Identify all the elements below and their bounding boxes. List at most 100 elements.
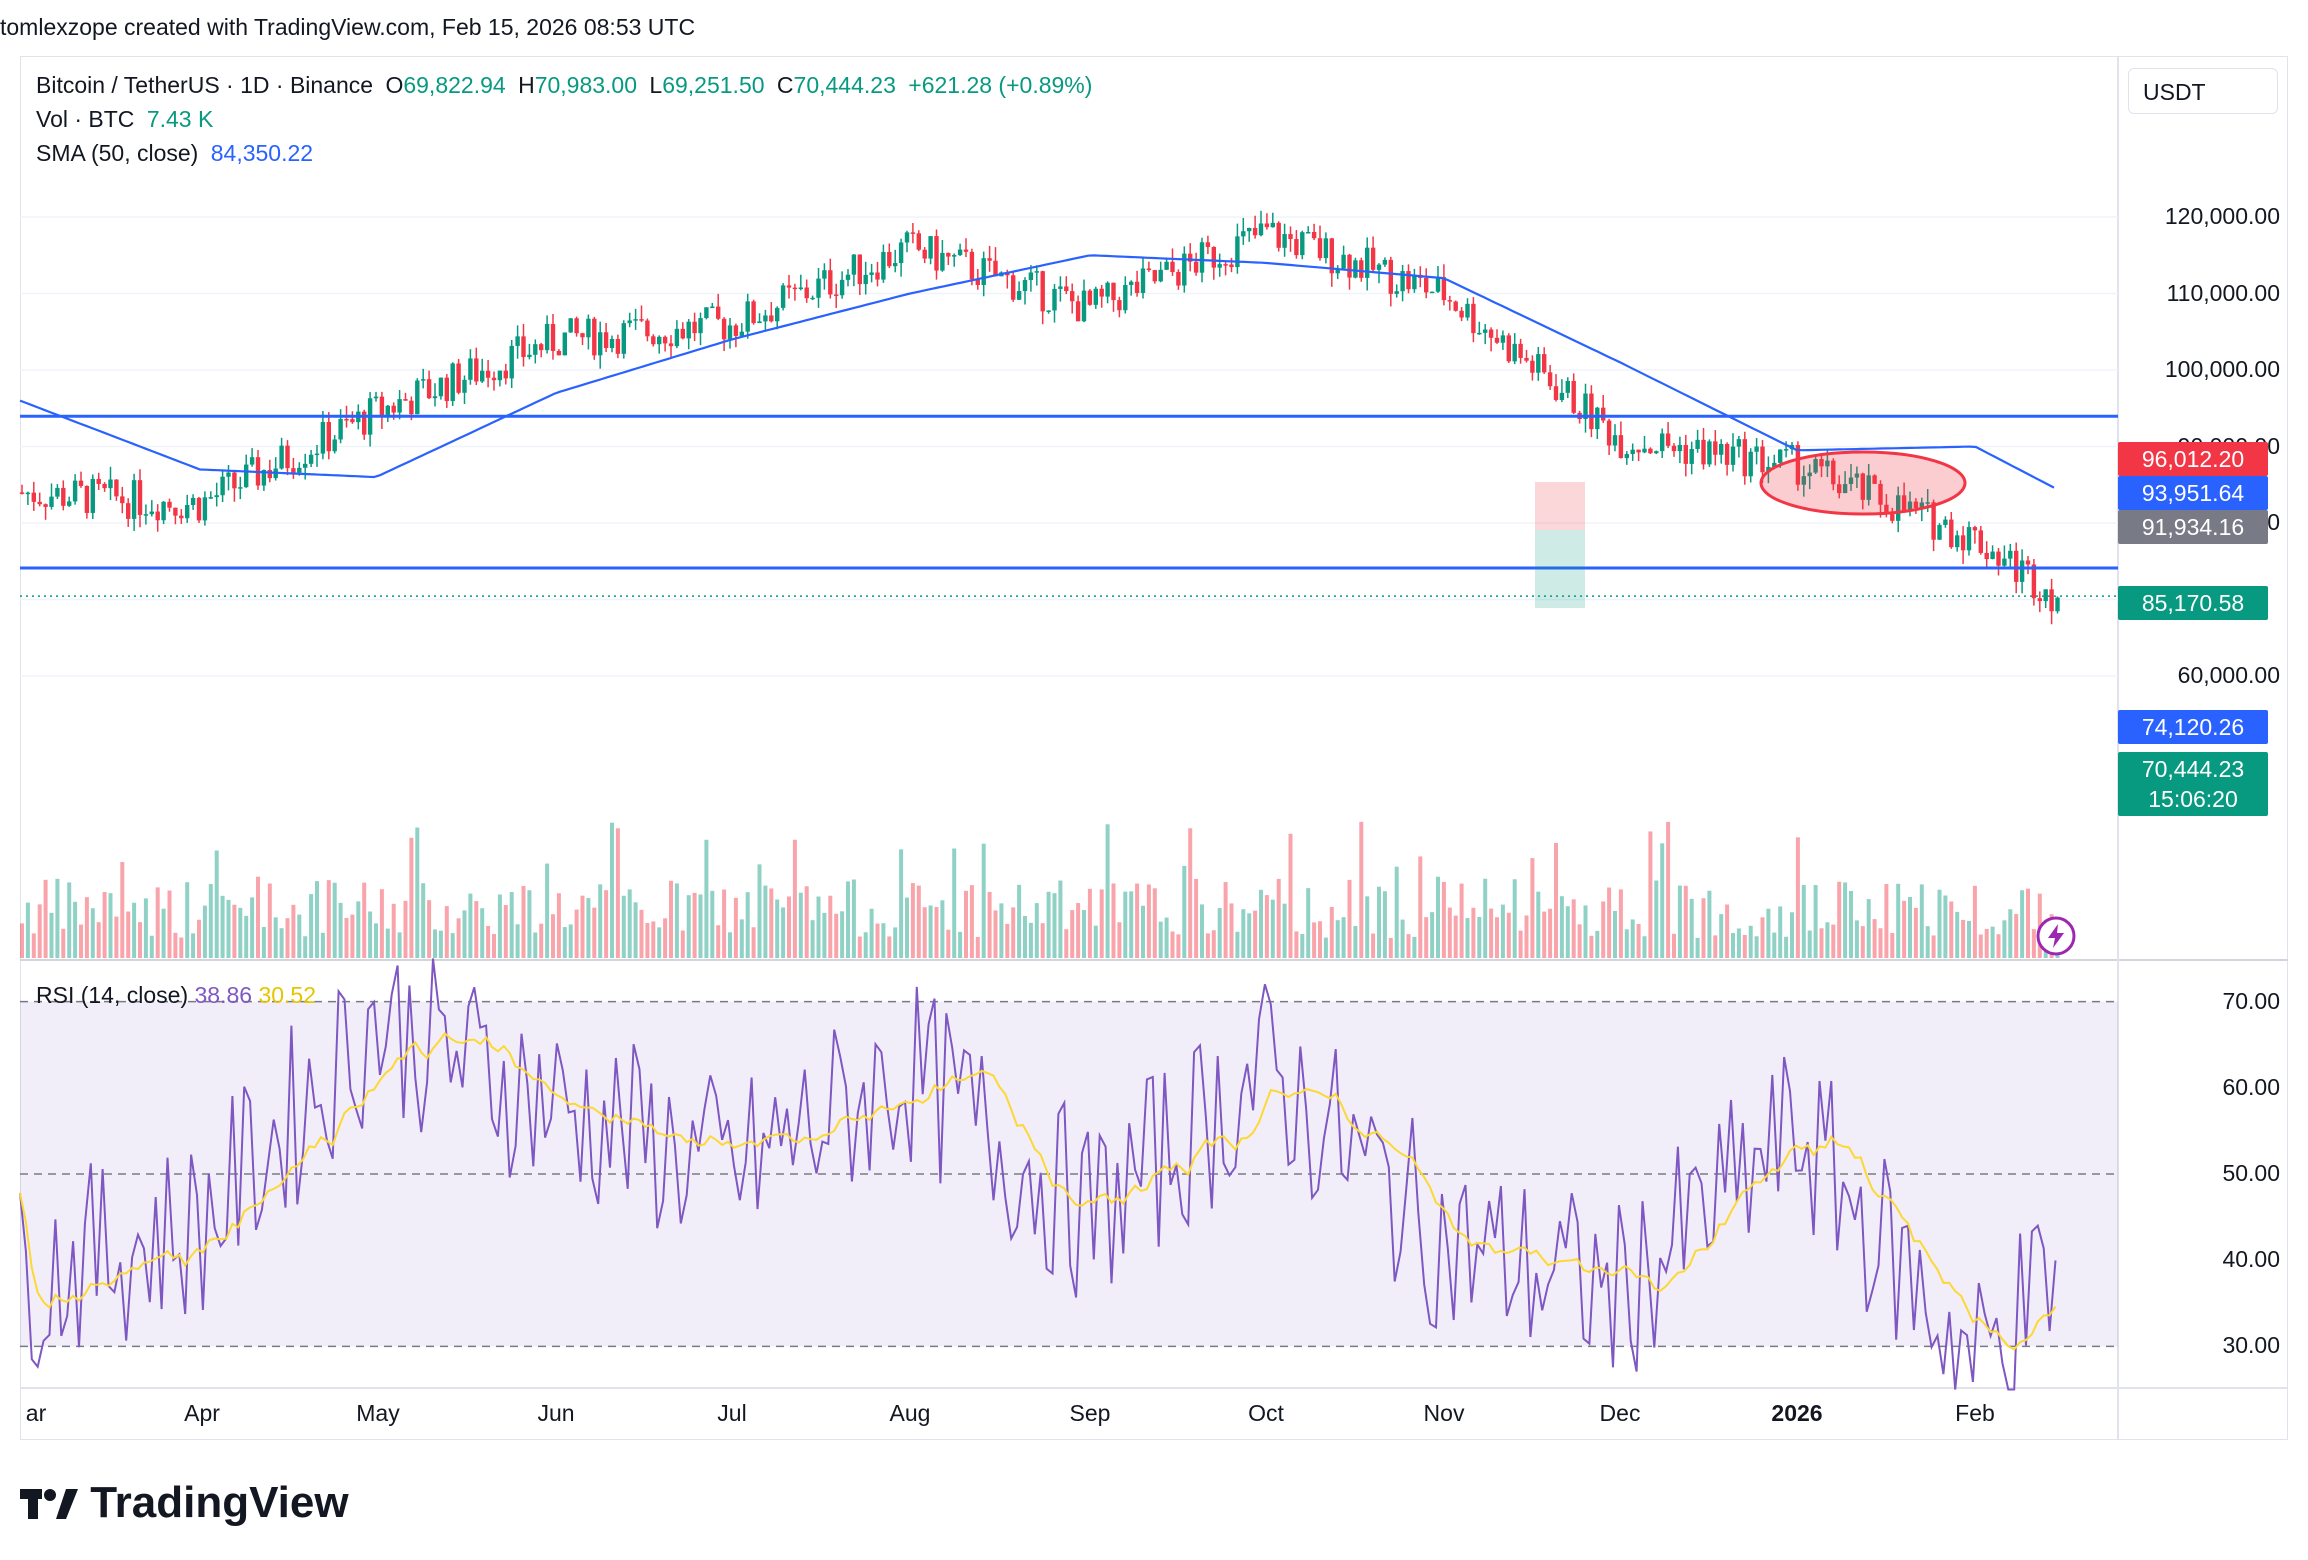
candle-body [645, 320, 650, 337]
candle-body [385, 405, 390, 416]
volume-bar [1359, 821, 1364, 958]
volume-bar [1819, 928, 1824, 958]
volume-bar [1654, 880, 1659, 958]
candle-body [149, 511, 154, 515]
currency-button[interactable]: USDT [2128, 68, 2278, 114]
volume-bar [114, 916, 119, 958]
candle-body [898, 242, 904, 264]
candle-body [1966, 527, 1972, 551]
candle-body [1052, 288, 1057, 311]
volume-bar [846, 881, 850, 958]
volume-bar [403, 900, 408, 958]
volume-bar [1211, 930, 1216, 958]
volume-bar [615, 828, 620, 958]
volume-bar [173, 932, 178, 958]
candle-body [1329, 238, 1334, 274]
rsi-label[interactable]: RSI (14, close) [36, 982, 189, 1008]
candle-body [533, 344, 538, 355]
sma-label[interactable]: SMA (50, close) [36, 140, 199, 166]
candle-body [969, 251, 975, 280]
candle-body [161, 501, 166, 521]
candle-body [804, 287, 809, 299]
volume-bar [1524, 915, 1529, 958]
candle-body [1241, 231, 1246, 237]
volume-bar [1790, 912, 1794, 958]
volume-bar [1341, 917, 1346, 958]
volume-bar [1288, 833, 1293, 958]
candle-body [2031, 564, 2037, 599]
candle-body [421, 379, 426, 381]
price-tag: 74,120.26 [2118, 710, 2268, 744]
candle-body [1783, 449, 1789, 451]
volume-bar [1583, 905, 1588, 958]
volume-bar [1441, 881, 1446, 958]
candle-body [603, 332, 609, 348]
volume-bar [669, 880, 673, 958]
candle-body [1890, 514, 1895, 521]
volume-bar [309, 894, 314, 958]
open-label: O [385, 72, 404, 98]
candle-body [43, 504, 48, 507]
candle-body [1300, 232, 1305, 256]
volume-bar [1719, 914, 1724, 958]
rsi-legend: RSI (14, close) 38.86 30.52 [36, 982, 316, 1009]
volume-bar [568, 924, 573, 958]
time-axis-label: Aug [889, 1400, 931, 1426]
candle-body [1772, 462, 1777, 467]
candle-body [1016, 291, 1022, 300]
volume-bar [1424, 917, 1429, 958]
candle-body [704, 307, 709, 319]
candle-body [49, 496, 54, 507]
target-zone-box [1535, 530, 1585, 608]
candle-body [580, 333, 585, 338]
volume-bar [37, 904, 42, 958]
volume-bar [338, 902, 343, 958]
candle-body [662, 336, 668, 344]
candle-body [1724, 443, 1730, 465]
volume-bar [981, 843, 986, 958]
candle-body [692, 321, 697, 334]
candle-body [1488, 329, 1494, 338]
candle-body [232, 472, 237, 489]
volume-label[interactable]: Vol · BTC [36, 106, 135, 132]
candle-body [403, 399, 408, 401]
volume-bar [1105, 824, 1110, 958]
volume-bar [31, 933, 36, 958]
candle-body [143, 514, 149, 516]
candle-body [185, 504, 190, 519]
candle-body [727, 325, 733, 340]
price-tag: 70,444.23 [2118, 752, 2268, 786]
candle-body [922, 249, 927, 259]
volume-bar [686, 895, 691, 958]
candle-body [379, 396, 385, 416]
candle-body [1960, 535, 1966, 551]
candle-body [1140, 268, 1146, 293]
candle-body [1819, 459, 1824, 467]
volume-bar [952, 848, 957, 958]
volume-bar [1990, 926, 1995, 958]
symbol-label[interactable]: Bitcoin / TetherUS · 1D · Binance [36, 72, 374, 98]
volume-bar [975, 936, 980, 958]
candle-body [1866, 475, 1871, 500]
candle-body [1040, 271, 1045, 312]
candle-body [1949, 519, 1954, 548]
candle-body [568, 318, 573, 333]
volume-bar [1648, 831, 1653, 958]
volume-bar [1471, 907, 1476, 958]
stop-zone-box [1535, 482, 1585, 530]
volume-bar [120, 861, 125, 958]
volume-bar [769, 888, 774, 958]
volume-bar [1318, 921, 1322, 958]
volume-bar [138, 922, 142, 958]
lightning-icon[interactable] [2034, 914, 2078, 958]
candle-body [586, 318, 591, 338]
volume-bar [916, 885, 921, 958]
volume-bar [987, 891, 992, 958]
volume-bar [1058, 880, 1063, 958]
candle-body [126, 503, 131, 519]
candle-body [303, 463, 308, 468]
candle-body [1105, 282, 1110, 297]
volume-bar [810, 920, 815, 958]
candle-body [426, 379, 432, 399]
